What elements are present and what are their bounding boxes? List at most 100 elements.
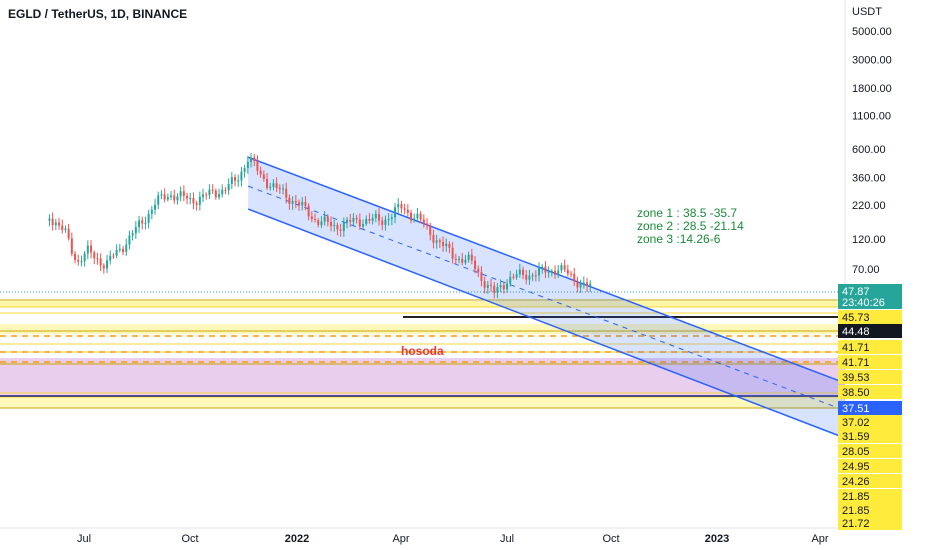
- price-label-bg: [838, 295, 902, 309]
- candle-body: [451, 247, 454, 259]
- candle-body: [512, 276, 515, 278]
- candle-body: [365, 218, 368, 225]
- price-label-text: 24.26: [842, 476, 870, 488]
- candle-body: [237, 180, 240, 182]
- y-tick-label: 1100.00: [852, 110, 891, 122]
- price-label-text: 28.05: [842, 446, 870, 458]
- zone-2-text: zone 2 : 28.5 -21.14: [637, 219, 744, 233]
- candle-body: [118, 248, 121, 250]
- candle-body: [560, 265, 563, 271]
- price-label: 21.85: [838, 503, 902, 517]
- candle-body: [122, 248, 125, 252]
- price-label-text: 38.50: [842, 387, 870, 399]
- hosoda-label[interactable]: hosoda: [401, 344, 444, 358]
- candle-body: [339, 229, 342, 231]
- candle-body: [368, 218, 371, 221]
- candle-body: [400, 204, 403, 209]
- candle-body: [48, 218, 51, 221]
- candle-body: [362, 224, 365, 227]
- price-label-text: 24.95: [842, 461, 870, 473]
- x-tick-label: 2023: [705, 533, 729, 545]
- candle-body: [262, 174, 265, 179]
- candle-body: [349, 219, 352, 222]
- price-label-bg: [838, 474, 902, 488]
- channel-lower-line: [247, 208, 846, 439]
- y-tick-label: 220.00: [852, 200, 886, 212]
- y-tick-label: 70.00: [852, 264, 880, 276]
- candle-body: [93, 252, 96, 259]
- candle-body: [547, 271, 550, 273]
- candle-body: [486, 284, 489, 288]
- price-label: 39.53: [838, 370, 902, 384]
- candle-body: [531, 275, 534, 277]
- candle-body: [304, 202, 307, 206]
- candle-body: [90, 245, 93, 253]
- zone-annotation[interactable]: zone 1 : 38.5 -35.7 zone 2 : 28.5 -21.14…: [637, 207, 744, 246]
- price-label-text: 37.51: [842, 403, 870, 415]
- candle-body: [182, 191, 185, 196]
- price-label: 37.02: [838, 415, 902, 429]
- candle-body: [582, 282, 585, 284]
- price-label-bg: [838, 324, 902, 338]
- candle-body: [323, 216, 326, 222]
- candle-body: [522, 269, 525, 276]
- candle-body: [554, 270, 557, 275]
- price-label: 38.50: [838, 385, 902, 399]
- candle-body: [515, 274, 518, 278]
- candle-body: [355, 217, 358, 220]
- price-label-bg: [838, 444, 902, 458]
- y-tick-label: 120.00: [852, 234, 886, 246]
- candle-body: [342, 222, 345, 231]
- candle-body: [579, 282, 582, 288]
- candle-body: [83, 253, 86, 262]
- candle-body: [550, 270, 553, 272]
- candle-body: [422, 219, 425, 224]
- candle-body: [278, 187, 281, 190]
- candle-body: [282, 188, 285, 190]
- y-tick-label: 600.00: [852, 144, 886, 156]
- candle-body: [266, 178, 269, 188]
- zone-band-yellow: [0, 324, 845, 334]
- candle-body: [445, 243, 448, 246]
- price-label-bg: [838, 385, 902, 399]
- candle-body: [496, 287, 499, 293]
- candle-body: [51, 218, 54, 226]
- candle-body: [528, 275, 531, 280]
- candle-body: [102, 265, 105, 269]
- candle-body: [227, 184, 230, 191]
- candle-body: [128, 235, 131, 245]
- candle-body: [310, 216, 313, 220]
- price-label-text: 37.02: [842, 417, 870, 429]
- candle-body: [461, 258, 464, 263]
- candle-body: [77, 259, 80, 262]
- x-tick-label: Oct: [602, 533, 619, 545]
- candle-body: [144, 222, 147, 224]
- candle-body: [464, 259, 467, 263]
- candle-body: [381, 220, 384, 225]
- candle-body: [467, 254, 470, 260]
- candle-body: [378, 213, 381, 221]
- zone-band-yellow-lower: [0, 396, 845, 408]
- candle-body: [64, 228, 67, 230]
- candle-body: [186, 195, 189, 199]
- candle-body: [589, 283, 592, 286]
- candle-body: [221, 189, 224, 195]
- price-label: 21.72: [838, 516, 902, 530]
- x-tick-label: 2022: [285, 533, 309, 545]
- price-label-text: 21.72: [842, 518, 870, 530]
- candle-body: [480, 272, 483, 282]
- x-tick-label: Jul: [77, 533, 91, 545]
- candle-body: [192, 198, 195, 204]
- zone-3-text: zone 3 :14.26-6: [637, 232, 721, 246]
- candle-body: [138, 220, 141, 228]
- candle-body: [170, 195, 173, 198]
- price-label: 44.48: [838, 324, 902, 338]
- candle-body: [205, 194, 208, 196]
- symbol-title[interactable]: EGLD / TetherUS, 1D, BINANCE: [8, 7, 188, 21]
- candle-body: [314, 219, 317, 221]
- candle-body: [573, 273, 576, 282]
- candle-body: [288, 197, 291, 204]
- candle-body: [474, 260, 477, 270]
